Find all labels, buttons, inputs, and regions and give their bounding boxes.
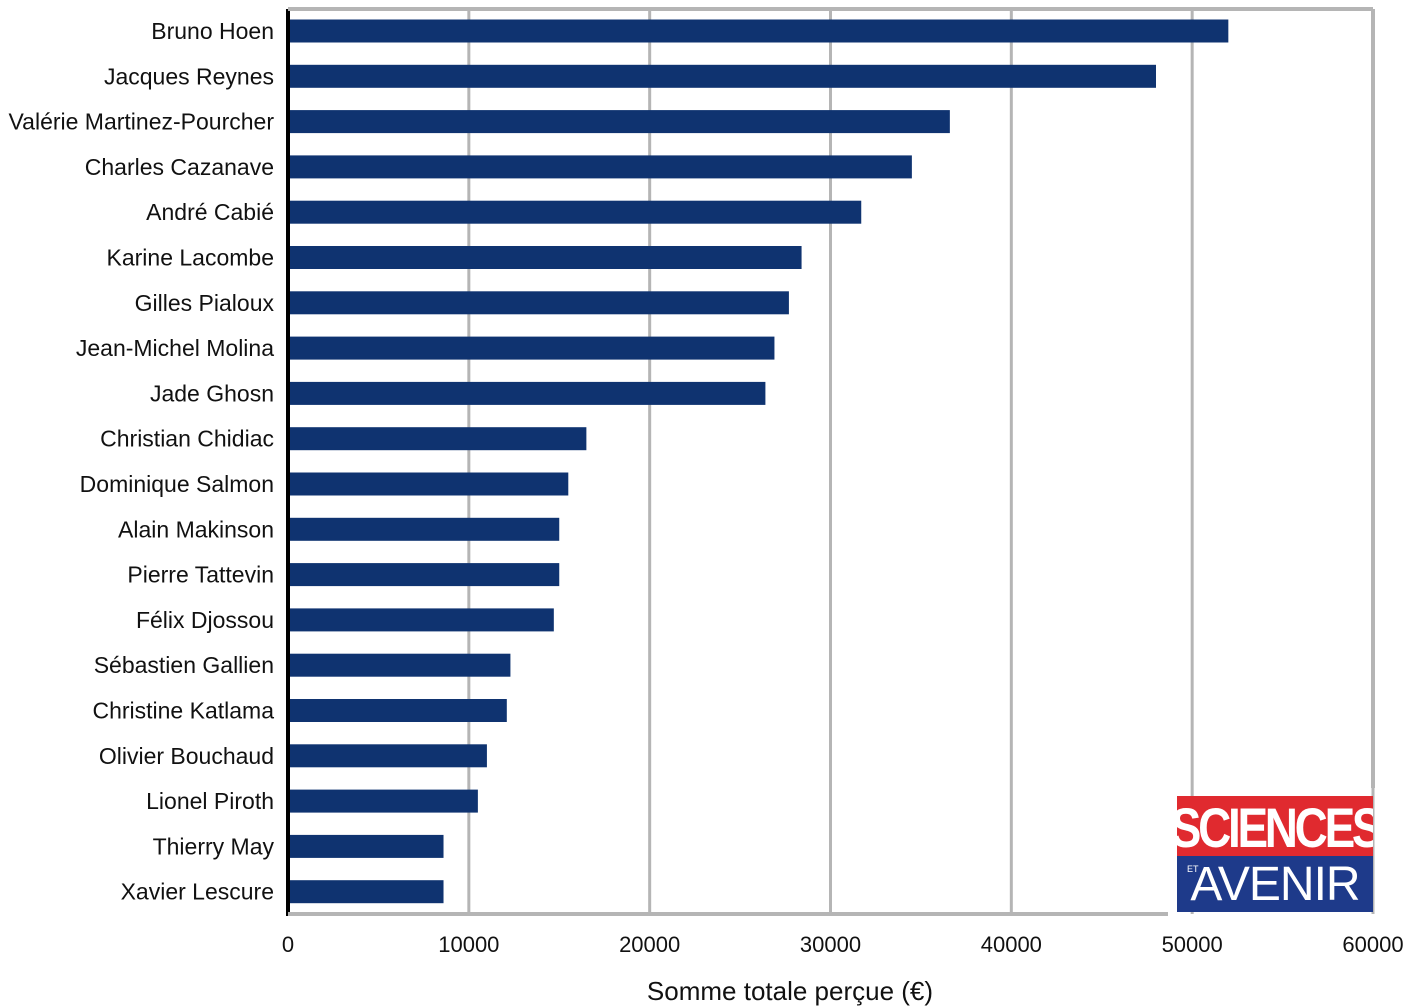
category-label-17: Olivier Bouchaud bbox=[99, 743, 274, 769]
bar-3 bbox=[288, 110, 950, 134]
bar-19 bbox=[288, 834, 444, 858]
category-label-6: Karine Lacombe bbox=[107, 245, 275, 271]
category-label-5: André Cabié bbox=[146, 199, 274, 225]
bar-5 bbox=[288, 200, 862, 224]
category-label-15: Sébastien Gallien bbox=[94, 652, 274, 678]
bar-1 bbox=[288, 19, 1229, 43]
bar-17 bbox=[288, 744, 487, 768]
x-tick-label-0: 0 bbox=[282, 932, 294, 957]
sciences-et-avenir-logo: SCIENCES ET AVENIR bbox=[1177, 796, 1373, 912]
category-label-3: Valérie Martinez-Pourcher bbox=[9, 109, 275, 135]
bar-16 bbox=[288, 699, 507, 722]
bar-10 bbox=[288, 427, 587, 451]
category-label-4: Charles Cazanave bbox=[85, 154, 274, 180]
x-tick-label-60000: 60000 bbox=[1342, 932, 1403, 957]
bar-6 bbox=[288, 246, 802, 269]
category-label-12: Alain Makinson bbox=[118, 516, 274, 542]
category-label-8: Jean-Michel Molina bbox=[76, 335, 274, 361]
category-label-13: Pierre Tattevin bbox=[127, 562, 274, 588]
logo-sciences-text: SCIENCES bbox=[1177, 796, 1373, 859]
category-label-10: Christian Chidiac bbox=[100, 426, 274, 452]
x-axis-title: Somme totale perçue (€) bbox=[647, 976, 933, 1006]
logo-red-band bbox=[1177, 796, 1373, 858]
bar-8 bbox=[288, 336, 775, 360]
bar-12 bbox=[288, 517, 560, 541]
bar-11 bbox=[288, 472, 569, 496]
category-label-1: Bruno Hoen bbox=[151, 18, 274, 44]
category-label-11: Dominique Salmon bbox=[80, 471, 274, 497]
x-tick-labels: 0 10000 20000 30000 40000 50000 60000 bbox=[282, 932, 1404, 957]
category-label-9: Jade Ghosn bbox=[150, 380, 274, 406]
bar-14 bbox=[288, 608, 554, 632]
logo-et-text: ET bbox=[1187, 864, 1199, 874]
logo-avenir-text: AVENIR bbox=[1190, 857, 1360, 911]
x-tick-label-10000: 10000 bbox=[438, 932, 499, 957]
bar-13 bbox=[288, 563, 560, 587]
category-label-20: Xavier Lescure bbox=[121, 879, 274, 905]
bar-20 bbox=[288, 880, 444, 904]
grid-lines bbox=[467, 9, 1375, 914]
bar-18 bbox=[288, 789, 478, 813]
category-label-16: Christine Katlama bbox=[92, 698, 274, 724]
bar-15 bbox=[288, 653, 511, 677]
category-label-14: Félix Djossou bbox=[136, 607, 274, 633]
logo-blue-band bbox=[1177, 856, 1373, 912]
x-tick-label-50000: 50000 bbox=[1162, 932, 1223, 957]
bar-9 bbox=[288, 381, 766, 405]
category-label-18: Lionel Piroth bbox=[146, 788, 274, 814]
category-labels: Bruno Hoen Jacques Reynes Valérie Martinez… bbox=[9, 18, 275, 905]
category-label-2: Jacques Reynes bbox=[104, 63, 274, 89]
x-tick-label-30000: 30000 bbox=[800, 932, 861, 957]
bar-7 bbox=[288, 291, 789, 315]
category-label-19: Thierry May bbox=[153, 833, 275, 859]
category-label-7: Gilles Pialoux bbox=[135, 290, 275, 316]
bar-4 bbox=[288, 155, 912, 179]
x-tick-label-40000: 40000 bbox=[981, 932, 1042, 957]
bars bbox=[288, 19, 1229, 904]
bar-2 bbox=[288, 64, 1156, 88]
x-tick-label-20000: 20000 bbox=[619, 932, 680, 957]
